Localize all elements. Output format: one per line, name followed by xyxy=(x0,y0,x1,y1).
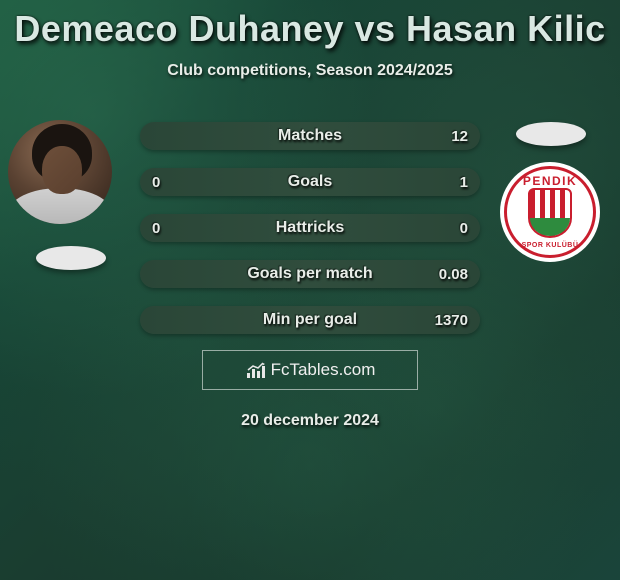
stat-row: 0 Goals 1 xyxy=(140,168,480,196)
brand-text: FcTables.com xyxy=(271,360,376,380)
date-text: 20 december 2024 xyxy=(0,412,620,430)
stat-label: Goals xyxy=(140,173,480,191)
page-title: Demeaco Duhaney vs Hasan Kilic xyxy=(0,8,620,50)
stat-label: Hattricks xyxy=(140,219,480,237)
stat-left-value: 0 xyxy=(152,220,184,237)
chart-icon xyxy=(245,359,267,381)
player-left-flag xyxy=(36,246,106,270)
subtitle: Club competitions, Season 2024/2025 xyxy=(0,62,620,80)
stat-rows: Matches 12 0 Goals 1 0 Hattricks 0 Goals… xyxy=(140,122,480,352)
stat-left-value: 0 xyxy=(152,174,184,191)
club-name-top: PENDIK xyxy=(523,174,577,188)
player-right-flag xyxy=(516,122,586,146)
stat-right-value: 1 xyxy=(436,174,468,191)
stat-row: 0 Hattricks 0 xyxy=(140,214,480,242)
stat-right-value: 0 xyxy=(436,220,468,237)
club-name-bottom: SPOR KULÜBÜ xyxy=(522,242,579,249)
stat-row: Goals per match 0.08 xyxy=(140,260,480,288)
stat-row: Min per goal 1370 xyxy=(140,306,480,334)
stat-right-value: 1370 xyxy=(435,312,468,329)
stat-row: Matches 12 xyxy=(140,122,480,150)
player-left-avatar xyxy=(8,120,112,224)
stats-area: PENDIK SPOR KULÜBÜ Matches 12 0 Goals 1 … xyxy=(0,110,620,330)
stat-right-value: 12 xyxy=(436,128,468,145)
stat-label: Min per goal xyxy=(140,311,480,329)
brand-box: FcTables.com xyxy=(202,350,418,390)
stat-label: Matches xyxy=(140,127,480,145)
player-right-club-logo: PENDIK SPOR KULÜBÜ xyxy=(500,162,600,262)
club-shield-icon xyxy=(528,188,572,238)
stat-right-value: 0.08 xyxy=(436,266,468,283)
stat-label: Goals per match xyxy=(140,265,480,283)
